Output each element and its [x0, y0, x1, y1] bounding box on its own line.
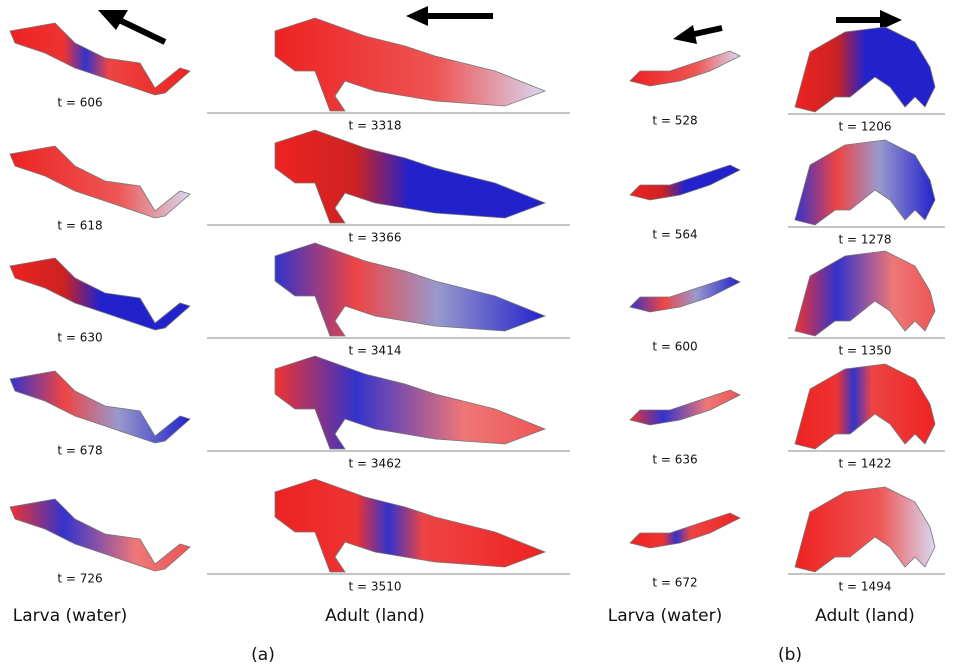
body-shape [630, 277, 740, 312]
panel-label: (b) [778, 645, 802, 665]
frame-label: t = 726 [57, 572, 102, 586]
body-shape [795, 27, 935, 112]
direction-arrows [98, 6, 902, 44]
frame-label: t = 606 [57, 96, 102, 110]
figure: t = 606 t = 618 t = 630 t = 678 t = 726 Larva… [0, 0, 967, 666]
body-shape [795, 487, 935, 572]
body-shape [10, 23, 190, 95]
figure-canvas: t = 606 t = 618 t = 630 t = 678 t = 726 Larva… [0, 0, 967, 666]
frame-label: t = 678 [57, 444, 102, 458]
body-shape [10, 146, 190, 218]
frame-label: t = 3366 [349, 231, 402, 245]
body-shape [630, 165, 740, 200]
frame-label: t = 1350 [839, 344, 892, 358]
body-shape [10, 499, 190, 571]
frame-label: t = 3318 [349, 119, 402, 133]
frame-label: t = 630 [57, 331, 102, 345]
body-shape [630, 51, 740, 86]
column-title: Larva (water) [13, 606, 127, 626]
body-shape [630, 513, 740, 548]
body-shape [275, 356, 545, 449]
column-title: Larva (water) [608, 606, 722, 626]
column-title: Adult (land) [815, 606, 915, 626]
body-shape [275, 130, 545, 223]
frame-label: t = 618 [57, 219, 102, 233]
body-shape [10, 371, 190, 443]
frame-label: t = 3462 [349, 457, 402, 471]
frame-label: t = 636 [652, 453, 697, 467]
frame-label: t = 564 [652, 228, 697, 242]
body-shape [795, 251, 935, 336]
body-shape [10, 258, 190, 330]
body-shape [275, 243, 545, 336]
column-title: Adult (land) [325, 606, 425, 626]
frame-label: t = 1422 [839, 457, 892, 471]
body-shape [795, 364, 935, 449]
frame-label: t = 1206 [839, 120, 892, 134]
frame-label: t = 672 [652, 576, 697, 590]
frame-label: t = 528 [652, 114, 697, 128]
body-shape [275, 18, 545, 111]
body-shape [795, 140, 935, 225]
frame-label: t = 1494 [839, 580, 892, 594]
frame-label: t = 3510 [349, 580, 402, 594]
frame-label: t = 600 [652, 340, 697, 354]
body-shape [275, 479, 545, 572]
frame-label: t = 3414 [349, 344, 402, 358]
body-shape [630, 390, 740, 425]
panel-label: (a) [251, 645, 275, 665]
frame-label: t = 1278 [839, 233, 892, 247]
